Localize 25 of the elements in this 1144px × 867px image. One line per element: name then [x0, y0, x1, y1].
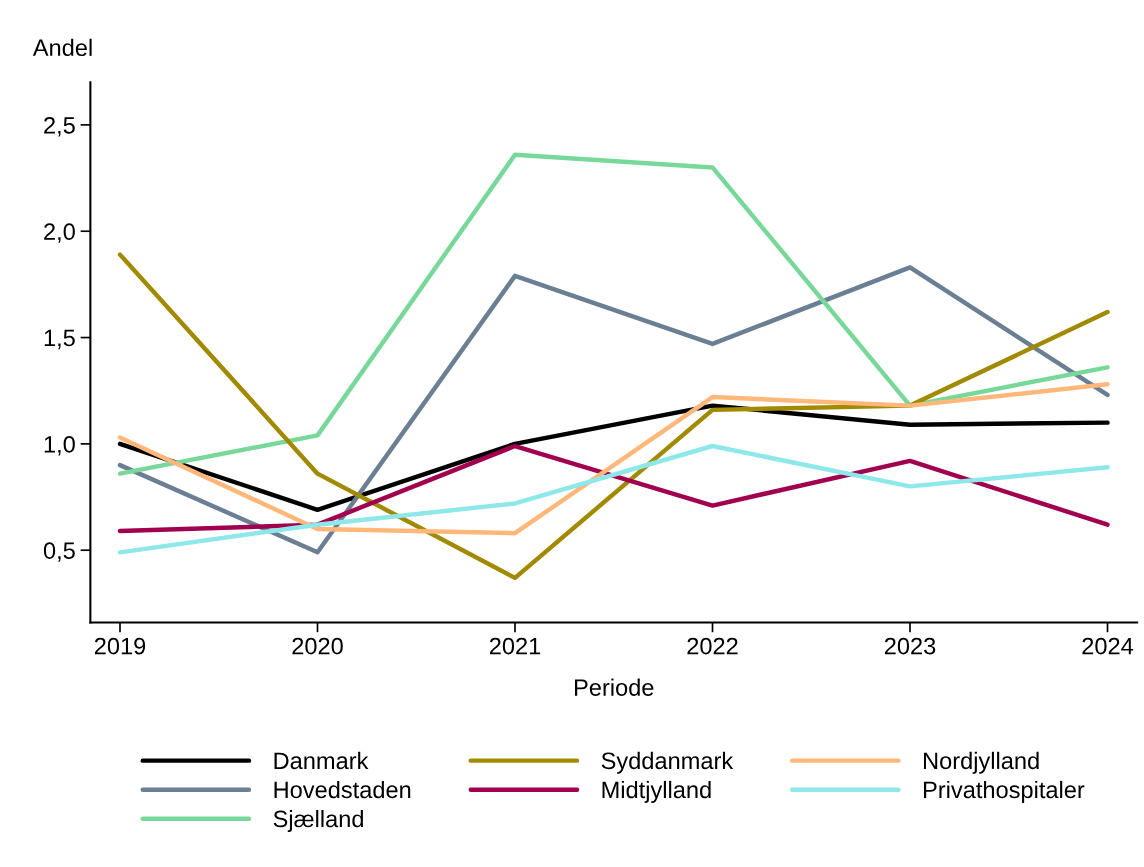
x-axis-title: Periode [575, 678, 654, 696]
x-tick-label: 2024 [1082, 637, 1134, 655]
line-series [117, 152, 1110, 476]
y-tick-label: 2,5 [44, 116, 75, 137]
line-series [117, 443, 1110, 555]
legend-label: Danmark [274, 751, 369, 770]
legend-label: Nordjylland [923, 751, 1039, 774]
legend-label: Syddanmark [601, 751, 734, 774]
legend-label: Midtjylland [602, 780, 711, 803]
y-tick-label: 1,0 [44, 435, 75, 456]
legend-label: Sjælland [273, 809, 363, 832]
line-series [117, 382, 1110, 536]
y-axis-title: Andel [32, 38, 92, 57]
x-tick-label: 2019 [94, 637, 146, 655]
line-series [117, 443, 1110, 534]
legend-label: Privathospitaler [923, 780, 1085, 803]
y-tick-label: 2,0 [44, 223, 75, 243]
legend-label: Hovedstaden [274, 780, 411, 799]
x-tick-label: 2021 [489, 637, 541, 655]
y-tick-label: 1,5 [44, 329, 75, 350]
x-tick-label: 2022 [687, 637, 738, 655]
x-tick-label: 2023 [884, 637, 936, 655]
x-tick-label: 2020 [292, 637, 343, 655]
line-series [117, 403, 1110, 513]
y-tick-label: 0,5 [43, 542, 75, 562]
